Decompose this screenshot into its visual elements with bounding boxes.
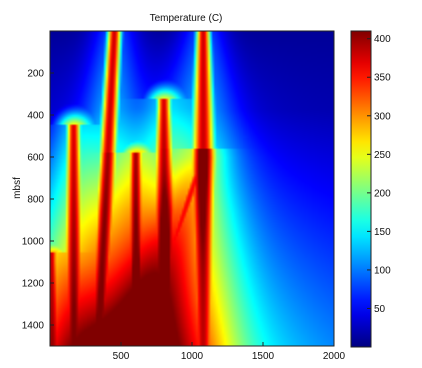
x-tick-label: 1500: [252, 351, 275, 362]
colorbar: 50 100 150 200 250 300 350 400: [350, 30, 391, 348]
y-tick-label: 200: [27, 69, 44, 80]
heatmap-image: [50, 31, 334, 346]
colorbar-tick-label: 250: [374, 150, 391, 161]
x-ticks: 500 1000 1500 2000: [113, 342, 346, 362]
colorbar-frame: [350, 30, 372, 348]
y-tick-label: 400: [27, 111, 44, 122]
y-tick-label: 600: [27, 153, 44, 164]
chart-title: Temperature (C): [150, 13, 223, 24]
y-tick-label: 1400: [22, 321, 45, 332]
colorbar-strip: [351, 31, 371, 347]
y-axis-label: mbsf: [12, 177, 23, 199]
colorbar-tick-label: 200: [374, 188, 391, 199]
x-tick-label: 500: [113, 351, 130, 362]
colorbar-tick-label: 100: [374, 265, 391, 276]
x-tick-label: 1000: [181, 351, 204, 362]
y-tick-label: 1200: [22, 279, 45, 290]
colorbar-tick-label: 150: [374, 227, 391, 238]
y-tick-label: 800: [27, 195, 44, 206]
x-tick-label: 2000: [323, 351, 346, 362]
y-tick-label: 1000: [22, 237, 45, 248]
colorbar-tick-label: 400: [374, 34, 391, 45]
y-ticks: 200 400 600 800 1000 1200 1400: [22, 69, 54, 332]
colorbar-tick-label: 50: [374, 304, 386, 315]
colorbar-tick-label: 350: [374, 73, 391, 84]
plot-area: [49, 30, 335, 347]
colorbar-tick-label: 300: [374, 111, 391, 122]
colorbar-ticks: 50 100 150 200 250 300 350 400: [367, 34, 391, 315]
